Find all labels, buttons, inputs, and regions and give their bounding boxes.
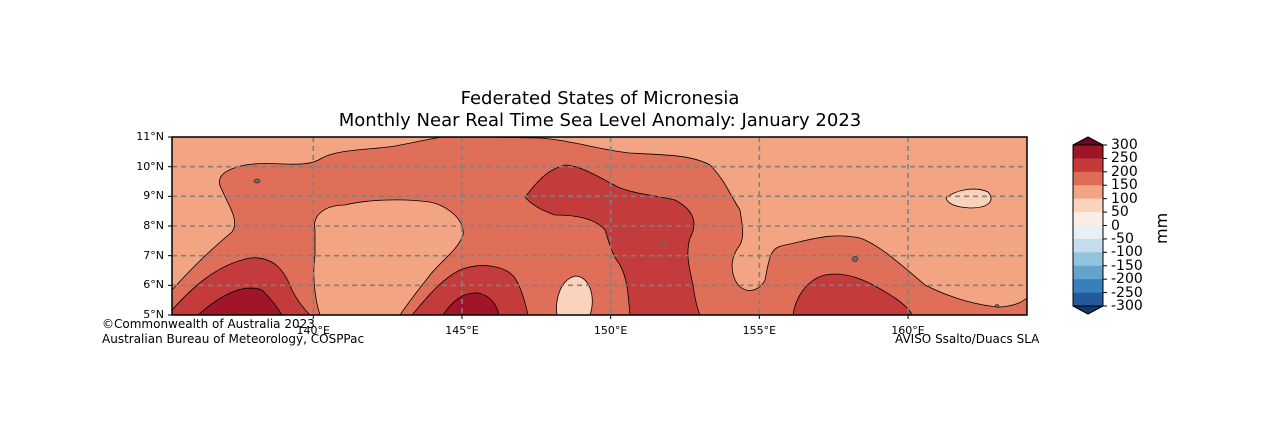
colorbar-label: 50	[1111, 204, 1129, 221]
map-subtitle: Monthly Near Real Time Sea Level Anomaly…	[338, 110, 862, 131]
colorbar-label: 200	[1111, 163, 1138, 180]
colorbar-extend-max	[1072, 136, 1104, 146]
ticks	[168, 136, 909, 319]
region-200-250-left	[172, 257, 311, 315]
colorbar-swatch	[1073, 225, 1103, 240]
colorbar-swatch	[1073, 292, 1103, 307]
region-250-300-middle	[442, 292, 500, 315]
lat-label: 9°N	[143, 189, 164, 203]
island-marker	[657, 243, 661, 245]
region-50-100-pocket	[556, 275, 593, 315]
map-title: Federated States of Micronesia	[460, 88, 740, 109]
region-50-100-right	[945, 188, 992, 209]
region-200-250-tongue	[524, 164, 701, 315]
colorbar-extend-min	[1072, 305, 1104, 315]
lon-label: 160°E	[891, 324, 925, 337]
lon-label: 155°E	[742, 324, 777, 337]
colorbar-label: 250	[1111, 150, 1138, 167]
colorbar-label: 0	[1111, 217, 1120, 234]
colorbar-label: 100	[1111, 190, 1138, 207]
colorbar-swatch	[1073, 279, 1103, 293]
colorbar-swatch	[1073, 265, 1103, 280]
lon-label: 150°E	[593, 324, 628, 337]
island-marker	[994, 304, 1000, 308]
colorbar-label: -250	[1111, 284, 1143, 301]
colorbar-swatch	[1073, 252, 1103, 267]
lon-label: 145°E	[445, 324, 479, 337]
colorbar-swatch	[1073, 238, 1103, 253]
island-marker	[253, 178, 261, 184]
colorbar-label: -300	[1111, 298, 1143, 314]
colorbar-label: -50	[1111, 230, 1134, 247]
gridlines	[172, 137, 1027, 315]
region-250-300-left	[197, 287, 283, 315]
island-marker	[664, 241, 666, 245]
colorbar-swatch	[1073, 158, 1103, 173]
colorbar-swatch	[1073, 185, 1103, 199]
colorbar-swatch	[1073, 198, 1103, 213]
colorbar-label: -200	[1111, 271, 1143, 288]
colorbar-label: -100	[1111, 244, 1143, 261]
colorbar-label: 300	[1111, 137, 1138, 153]
credit-left-line1: ©Commonwealth of Australia 2023	[102, 317, 315, 331]
region-200-250-middle	[411, 265, 529, 315]
colorbar-swatch	[1073, 145, 1103, 159]
island-marker	[851, 256, 859, 262]
colorbar-label: 150	[1111, 177, 1138, 194]
colorbar-swatch	[1073, 171, 1103, 186]
lon-label: 140°E	[296, 324, 330, 337]
colorbar-swatch	[1073, 212, 1103, 226]
credit-right: AVISO Ssalto/Duacs SLA	[895, 332, 1040, 346]
lat-label: 10°N	[136, 159, 164, 173]
colorbar-label: -150	[1111, 257, 1143, 274]
lat-label: 8°N	[143, 219, 164, 232]
lat-label: 5°N	[143, 308, 164, 321]
credit-left-line2: Australian Bureau of Meteorology, COSPPa…	[102, 332, 365, 346]
colorbar-unit: mm	[1152, 212, 1171, 244]
lat-label: 6°N	[143, 278, 164, 292]
lat-label: 11°N	[136, 130, 164, 143]
lat-label: 7°N	[143, 248, 164, 262]
